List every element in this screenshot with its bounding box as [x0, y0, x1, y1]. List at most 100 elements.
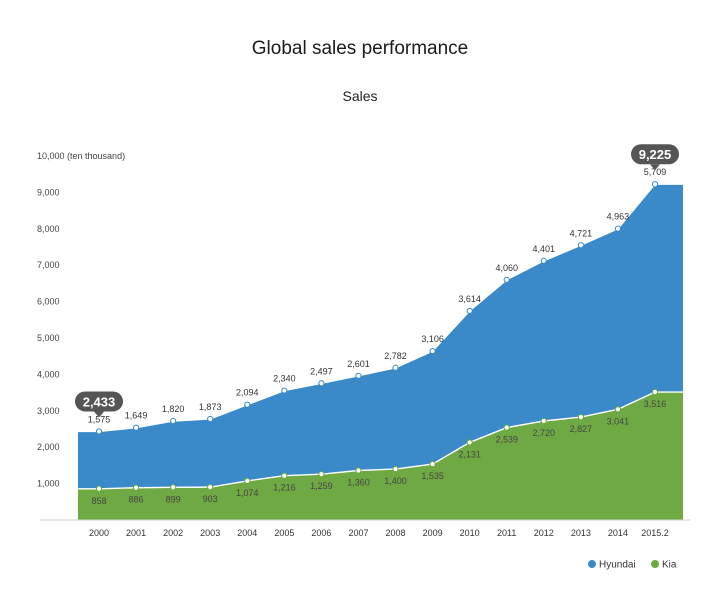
- x-tick-label: 2014: [608, 528, 628, 538]
- x-tick-label: 2013: [571, 528, 591, 538]
- hyundai-point: [318, 380, 325, 387]
- hyundai-data-label: 1,873: [199, 402, 222, 412]
- kia-data-label: 1,535: [421, 471, 444, 481]
- hyundai-data-label: 5,709: [644, 167, 667, 177]
- kia-data-label: 903: [203, 494, 218, 504]
- hyundai-point: [355, 372, 362, 379]
- x-tick-label: 2003: [200, 528, 220, 538]
- kia-line: [78, 391, 683, 490]
- hyundai-data-label: 1,820: [162, 404, 185, 414]
- hyundai-point: [651, 181, 659, 188]
- kia-point: [355, 467, 362, 474]
- hyundai-point: [392, 364, 399, 371]
- hyundai-data-label: 2,340: [273, 374, 296, 384]
- hyundai-data-label: 2,497: [310, 366, 333, 376]
- kia-data-label: 3,516: [644, 399, 667, 409]
- y-tick-label: 3,000: [37, 406, 60, 416]
- kia-point: [281, 472, 288, 479]
- legend-kia-swatch: [651, 560, 659, 568]
- x-tick-label: 2009: [423, 528, 443, 538]
- y-tick-label: 4,000: [37, 369, 60, 379]
- kia-point: [207, 484, 214, 491]
- hyundai-data-label: 2,601: [347, 359, 370, 369]
- kia-data-label: 1,074: [236, 488, 259, 498]
- kia-data-label: 3,041: [607, 416, 630, 426]
- hyundai-point: [95, 428, 103, 435]
- hyundai-point: [503, 276, 510, 283]
- end-total-callout-bubble: [631, 144, 679, 165]
- kia-data-label: 2,539: [495, 435, 518, 445]
- hyundai-point: [207, 415, 214, 423]
- y-tick-label: 6,000: [37, 297, 60, 307]
- hyundai-data-label: 3,614: [458, 294, 481, 304]
- hyundai-data-label: 3,106: [421, 334, 444, 344]
- kia-point: [429, 461, 436, 468]
- kia-point: [95, 485, 103, 492]
- hyundai-line: [78, 183, 683, 433]
- x-tick-label: 2006: [311, 528, 331, 538]
- hyundai-data-label: 4,963: [607, 212, 630, 222]
- hyundai-point: [429, 347, 436, 355]
- kia-data-label: 1,360: [347, 477, 370, 487]
- kia-data-label: 1,259: [310, 481, 333, 491]
- kia-point: [244, 477, 251, 485]
- kia-point: [651, 388, 659, 396]
- hyundai-data-label: 1,575: [88, 414, 111, 424]
- kia-area: [78, 392, 683, 520]
- kia-point: [503, 424, 510, 431]
- kia-data-label: 2,131: [458, 449, 481, 459]
- kia-data-label: 2,720: [533, 428, 556, 438]
- hyundai-data-label: 2,094: [236, 388, 259, 398]
- hyundai-data-label: 1,649: [125, 411, 148, 421]
- chart-subtitle: Sales: [342, 88, 378, 104]
- chart-title: Global sales performance: [251, 38, 469, 59]
- kia-point: [170, 484, 177, 491]
- hyundai-point: [281, 387, 288, 394]
- x-tick-label: 2001: [126, 528, 146, 538]
- legend-kia-label: Kia: [662, 560, 677, 571]
- kia-point: [318, 471, 325, 478]
- end-total-callout-text: 9,225: [639, 147, 672, 162]
- hyundai-point: [244, 401, 251, 408]
- kia-point: [466, 439, 473, 446]
- y-tick-label: 9,000: [37, 187, 60, 197]
- kia-data-label: 1,400: [384, 476, 407, 486]
- kia-point: [614, 406, 622, 413]
- hyundai-point: [540, 257, 547, 264]
- hyundai-data-label: 4,401: [533, 244, 556, 254]
- start-total-callout-bubble: [75, 391, 123, 412]
- kia-data-label: 1,216: [273, 483, 296, 493]
- kia-data-label: 2,827: [570, 424, 593, 434]
- y-axis-label: 10,000 (ten thousand): [37, 151, 125, 161]
- kia-data-label: 899: [166, 494, 181, 504]
- y-tick-label: 5,000: [37, 333, 60, 343]
- x-tick-label: 2015.2: [641, 528, 669, 538]
- kia-data-label: 886: [129, 495, 144, 505]
- y-tick-label: 2,000: [37, 442, 60, 452]
- kia-data-label: 858: [91, 496, 106, 506]
- start-total-callout-pointer: [94, 411, 104, 418]
- y-tick-label: 8,000: [37, 224, 60, 234]
- kia-point: [577, 413, 584, 421]
- x-tick-label: 2002: [163, 528, 183, 538]
- hyundai-point: [132, 424, 140, 431]
- hyundai-point: [170, 417, 177, 425]
- start-total-callout-text: 2,433: [83, 394, 116, 409]
- hyundai-point: [577, 242, 584, 249]
- x-tick-label: 2011: [497, 528, 516, 538]
- x-tick-label: 2008: [386, 528, 406, 538]
- kia-point: [540, 417, 547, 425]
- x-tick-label: 2004: [237, 528, 257, 538]
- kia-point: [132, 484, 140, 491]
- end-total-callout-pointer: [650, 164, 660, 171]
- hyundai-point: [614, 225, 622, 232]
- hyundai-data-label: 2,782: [384, 351, 407, 361]
- x-tick-label: 2007: [348, 528, 368, 538]
- y-tick-label: 7,000: [37, 260, 60, 270]
- kia-point: [392, 465, 399, 473]
- hyundai-data-label: 4,060: [495, 263, 518, 273]
- x-tick-label: 2000: [89, 528, 109, 538]
- x-tick-label: 2012: [534, 528, 554, 538]
